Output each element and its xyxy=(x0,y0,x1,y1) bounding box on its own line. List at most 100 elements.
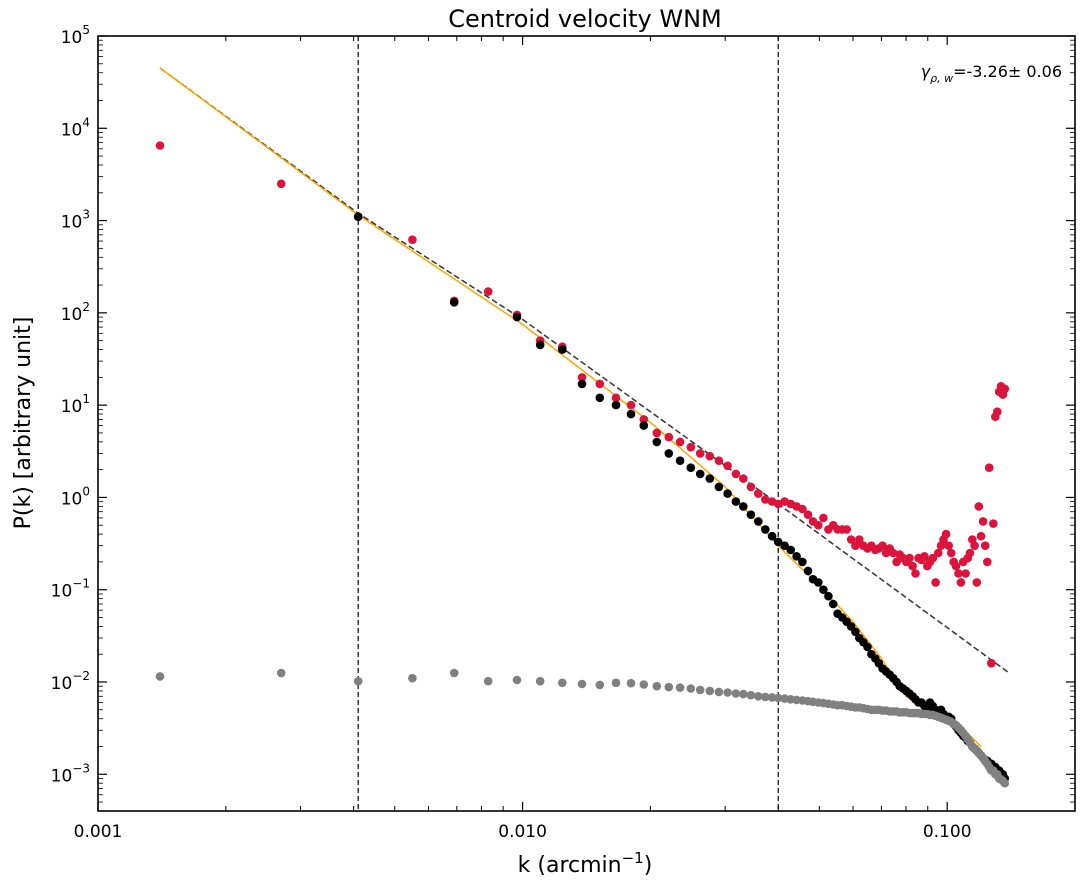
series-1-point-16 xyxy=(714,482,724,492)
series-0-point-44 xyxy=(855,535,864,544)
series-1-point-15 xyxy=(705,474,715,483)
series-0-point-90 xyxy=(984,463,994,473)
series-1-point-12 xyxy=(675,456,685,466)
series-2-point-23 xyxy=(739,689,748,699)
y-tick-exponent: 2 xyxy=(82,300,90,314)
series-0-point-43 xyxy=(851,541,860,550)
series-0-point-54 xyxy=(892,557,901,567)
series-0-point-21 xyxy=(723,461,732,471)
series-0-point-58 xyxy=(905,553,914,563)
series-0-point-84 xyxy=(972,578,982,587)
series-0-point-66 xyxy=(928,553,938,563)
series-2-point-4 xyxy=(449,668,459,678)
series-0-point-14 xyxy=(652,428,662,438)
series-2-point-8 xyxy=(558,678,567,688)
series-1-point-3 xyxy=(535,340,545,350)
series-0-point-16 xyxy=(675,437,685,447)
series-2-point-7 xyxy=(535,676,545,686)
series-0-point-89 xyxy=(983,557,992,567)
series-2-point-15 xyxy=(664,682,674,692)
y-tick-label-0: 10−3 xyxy=(51,761,90,786)
series-0-point-20 xyxy=(714,456,724,466)
series-1-point-27 xyxy=(792,552,801,561)
series-2-point-2 xyxy=(353,676,363,686)
series-2-point-16 xyxy=(675,683,685,692)
series-1-point-4 xyxy=(558,345,567,354)
series-0-point-25 xyxy=(754,489,763,498)
annotation-text: =-3.26± 0.06 xyxy=(953,62,1062,81)
series-1-point-26 xyxy=(786,545,795,555)
series-0-point-60 xyxy=(911,569,920,578)
y-tick-label-4: 101 xyxy=(61,392,90,417)
series-0-point-36 xyxy=(819,513,828,523)
series-0-point-35 xyxy=(814,520,823,530)
series-1-point-18 xyxy=(731,497,741,506)
series-2-point-3 xyxy=(408,673,417,683)
series-1-point-1 xyxy=(449,298,459,307)
series-0-point-32 xyxy=(798,504,807,514)
series-1-point-5 xyxy=(577,379,587,389)
series-2-point-14 xyxy=(652,681,662,691)
y-tick-exponent: −2 xyxy=(72,669,90,683)
series-2-point-13 xyxy=(639,680,649,689)
series-1-point-2 xyxy=(512,312,522,322)
series-2-point-22 xyxy=(731,689,741,698)
series-0-point-81 xyxy=(965,548,975,558)
y-tick-exponent: 5 xyxy=(82,23,90,37)
series-1-point-32 xyxy=(819,585,828,594)
series-0-point-42 xyxy=(846,535,856,544)
y-tick-label-3: 100 xyxy=(61,484,90,509)
series-0-point-53 xyxy=(888,548,898,558)
series-0-point-17 xyxy=(686,442,696,452)
series-0-point-76 xyxy=(954,569,963,578)
series-1-point-9 xyxy=(639,421,649,430)
series-0-point-75 xyxy=(951,561,961,571)
fit-annotation: γρ, w=-3.26± 0.06 xyxy=(921,62,1062,85)
series-0-point-41 xyxy=(842,525,851,534)
series-0-point-9 xyxy=(577,373,587,382)
series-1-point-25 xyxy=(780,541,789,550)
series-0-point-71 xyxy=(941,529,951,539)
series-0-point-23 xyxy=(739,474,748,483)
series-0-point-72 xyxy=(944,541,953,550)
series-0-point-63 xyxy=(920,552,929,561)
x-axis-label-suffix: ) xyxy=(644,853,653,878)
series-1-point-22 xyxy=(761,525,770,534)
series-0-point-92 xyxy=(989,519,998,528)
series-1-point-10 xyxy=(652,437,662,447)
series-2-point-17 xyxy=(686,684,696,693)
series-2-point-5 xyxy=(483,676,493,686)
series-2-point-98 xyxy=(1000,778,1010,788)
series-0-point-13 xyxy=(639,415,649,424)
series-0-point-94 xyxy=(993,407,1002,417)
annotation-symbol: γ xyxy=(921,62,932,81)
y-tick-base: 10 xyxy=(61,28,83,48)
y-tick-exponent: 1 xyxy=(82,392,90,406)
series-0-point-12 xyxy=(626,400,636,410)
series-0-point-18 xyxy=(695,449,705,458)
series-2-point-21 xyxy=(723,688,732,697)
y-tick-exponent: 4 xyxy=(82,115,90,129)
chart-title: Centroid velocity WNM xyxy=(448,5,722,33)
y-tick-base: 10 xyxy=(51,766,73,786)
series-0-point-11 xyxy=(611,393,621,403)
x-axis-label: k (arcmin−1) xyxy=(518,849,653,878)
y-tick-exponent: 0 xyxy=(82,484,90,498)
series-1-point-34 xyxy=(828,599,838,609)
y-tick-label-8: 105 xyxy=(61,23,90,48)
series-1-point-31 xyxy=(814,578,823,587)
y-tick-exponent: −3 xyxy=(72,761,90,775)
series-1-point-17 xyxy=(723,489,732,498)
fit-line-0 xyxy=(159,67,1010,674)
series-0-point-59 xyxy=(908,561,917,571)
series-2-point-18 xyxy=(695,685,705,695)
series-0-point-67 xyxy=(931,578,940,587)
series-0-point-24 xyxy=(746,482,756,492)
y-tick-base: 10 xyxy=(51,674,73,694)
y-tick-base: 10 xyxy=(61,397,83,417)
y-tick-base: 10 xyxy=(61,305,83,325)
series-2-point-25 xyxy=(754,692,763,701)
x-tick-label-0: 0.001 xyxy=(74,822,123,842)
series-0-point-26 xyxy=(761,495,770,504)
